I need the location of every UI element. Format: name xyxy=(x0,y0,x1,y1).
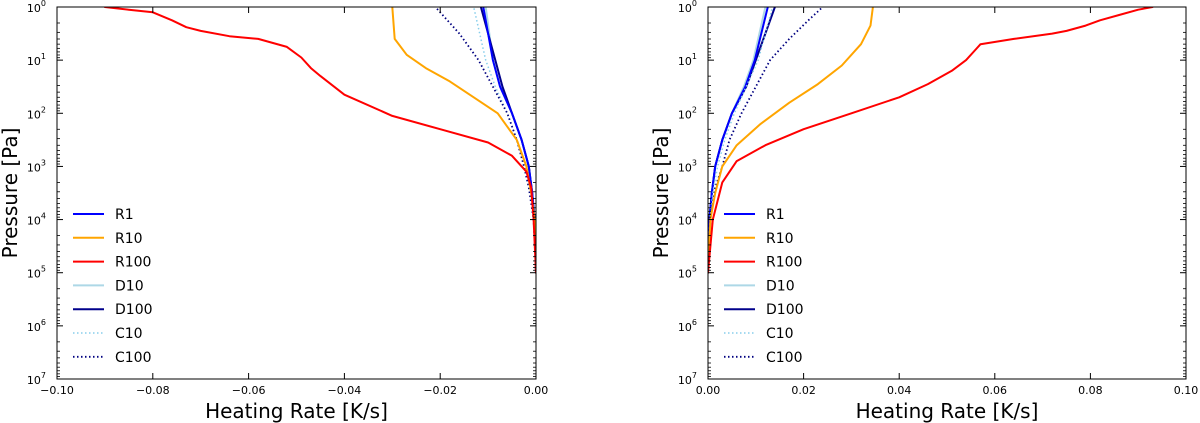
plot-area xyxy=(103,7,536,274)
series-line-r100 xyxy=(103,7,536,274)
y-axis-title: Pressure [Pa] xyxy=(649,128,673,259)
x-tick-label: 0.00 xyxy=(524,384,549,397)
x-axis-title: Heating Rate [K/s] xyxy=(856,399,1039,423)
x-tick-label: −0.10 xyxy=(40,384,74,397)
legend-label-r1: R1 xyxy=(115,207,134,223)
series-line-c10 xyxy=(708,7,774,273)
y-tick-label: 104 xyxy=(27,212,46,228)
legend-label-d10: D10 xyxy=(766,278,795,294)
series-line-d100 xyxy=(479,7,536,274)
legend-label-r100: R100 xyxy=(766,255,802,271)
axes-frame xyxy=(56,6,537,380)
y-tick-label: 105 xyxy=(27,265,46,281)
series-line-c100 xyxy=(434,7,536,273)
y-tick-label: 105 xyxy=(678,265,697,281)
x-tick-label: 0.04 xyxy=(887,384,912,397)
y-tick-label: 104 xyxy=(678,212,697,228)
legend: R1 R10 R100 D10 D100 C10 C100 xyxy=(73,207,153,366)
series-line-c100 xyxy=(708,7,824,273)
legend-label-c100: C100 xyxy=(766,350,803,366)
series-line-d10 xyxy=(708,7,767,274)
y-tick-label: 103 xyxy=(678,158,697,174)
y-axis-title: Pressure [Pa] xyxy=(0,128,22,259)
series-line-r1 xyxy=(482,7,536,274)
x-tick-label: −0.08 xyxy=(136,384,170,397)
series-line-d10 xyxy=(484,7,536,274)
series-line-r10 xyxy=(708,7,874,274)
y-tick-label: 106 xyxy=(27,318,46,334)
legend-label-d10: D10 xyxy=(115,278,144,294)
y-tick-label: 100 xyxy=(27,0,46,15)
legend-label-c100: C100 xyxy=(115,350,152,366)
x-tick-label: 0.08 xyxy=(1078,384,1103,397)
legend-label-r1: R1 xyxy=(766,207,785,223)
y-tick-label: 100 xyxy=(678,0,697,15)
y-tick-label: 106 xyxy=(678,318,697,334)
legend-label-d100: D100 xyxy=(115,302,153,318)
y-tick-label: 102 xyxy=(678,105,697,121)
y-tick-label: 102 xyxy=(27,105,46,121)
panel-cooling-rate: −0.10 −0.08 −0.06 −0.04 −0.02 0.00 100 101 102 10… xyxy=(0,0,548,423)
legend-label-c10: C10 xyxy=(115,326,143,342)
plot-area xyxy=(708,7,1154,274)
x-tick-label: 0.02 xyxy=(791,384,816,397)
panel-heating-rate: 0.00 0.02 0.04 0.06 0.08 0.10 100 101 102 103 104 1… xyxy=(649,0,1198,423)
x-tick-label: 0.10 xyxy=(1174,384,1199,397)
x-axis-title: Heating Rate [K/s] xyxy=(205,399,388,423)
series-line-r100 xyxy=(708,7,1154,274)
x-tick-label: −0.06 xyxy=(232,384,266,397)
y-tick-label: 103 xyxy=(27,158,46,174)
legend-label-c10: C10 xyxy=(766,326,794,342)
legend-label-r10: R10 xyxy=(766,231,794,247)
x-tick-label: 0.00 xyxy=(696,384,721,397)
series-line-r10 xyxy=(391,7,536,274)
x-tick-label: −0.04 xyxy=(328,384,362,397)
series-line-r1 xyxy=(708,7,769,274)
y-tick-label: 107 xyxy=(27,371,46,387)
x-tick-label: 0.06 xyxy=(983,384,1008,397)
x-tick-label: −0.02 xyxy=(423,384,457,397)
y-tick-label: 101 xyxy=(678,52,697,68)
y-tick-label: 101 xyxy=(27,52,46,68)
legend-label-d100: D100 xyxy=(766,302,804,318)
legend: R1 R10 R100 D10 D100 C10 C100 xyxy=(724,207,804,366)
legend-label-r10: R10 xyxy=(115,231,143,247)
legend-label-r100: R100 xyxy=(115,255,151,271)
series-line-c10 xyxy=(472,7,536,273)
y-tick-label: 107 xyxy=(678,371,697,387)
axes-frame xyxy=(707,6,1187,380)
